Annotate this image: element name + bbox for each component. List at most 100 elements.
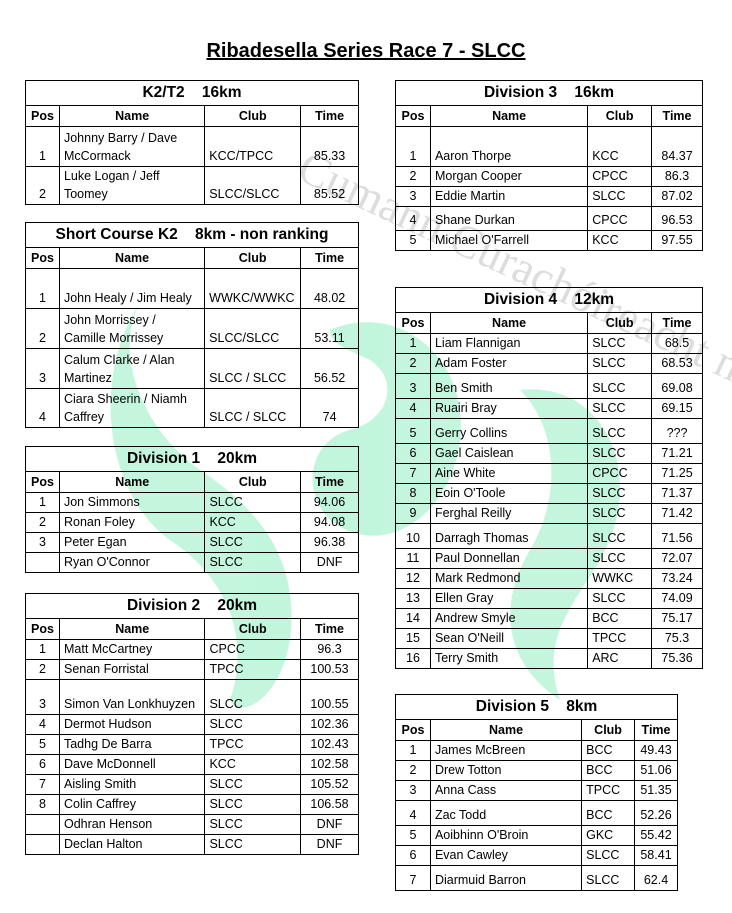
table-row: 2 Luke Logan / Jeff Toomey SLCC/SLCC 85.52 xyxy=(25,166,359,205)
cell-pos: 2 xyxy=(395,353,431,374)
table-row: 2 Morgan Cooper CPCC 86.3 xyxy=(395,166,703,187)
cell-club: SLCC xyxy=(204,834,302,855)
cell-club: SLCC xyxy=(204,714,302,735)
cell-club: GKC xyxy=(581,825,636,846)
table-row: 3 Peter Egan SLCC 96.38 xyxy=(25,532,359,553)
table-title: Division 1 20km xyxy=(25,446,359,472)
cell-time: 102.58 xyxy=(300,754,359,775)
cell-club: BCC xyxy=(587,608,653,629)
cell-name: Peter Egan xyxy=(58,532,206,553)
cell-name: Morgan Cooper xyxy=(429,166,589,187)
cell-club: SLCC xyxy=(204,552,302,573)
column-header-club: Club xyxy=(587,105,653,127)
cell-pos: 2 xyxy=(25,308,60,349)
cell-time: 74.09 xyxy=(651,588,703,609)
table-row: 1 John Healy / Jim Healy WWKC/WWKC 48.02 xyxy=(25,268,359,309)
cell-time: 71.42 xyxy=(651,503,703,524)
cell-name: Tadhg De Barra xyxy=(58,734,206,755)
cell-time: 94.06 xyxy=(300,492,359,513)
column-header-name: Name xyxy=(58,618,206,640)
cell-time: 55.42 xyxy=(634,825,678,846)
cell-pos: 3 xyxy=(25,348,60,389)
column-header-time: Time xyxy=(300,105,359,127)
cell-name: Matt McCartney xyxy=(58,639,206,660)
cell-name: Senan Forristal xyxy=(58,659,206,680)
cell-pos: 10 xyxy=(395,523,431,549)
results-table-div3: Division 3 16km Pos Name Club Time 1 Aaron Tho… xyxy=(395,80,703,251)
column-header-pos: Pos xyxy=(25,247,60,269)
table-row: 2 Drew Totton BCC 51.06 xyxy=(395,760,678,781)
table-row: 1 Liam Flannigan SLCC 68.5 xyxy=(395,333,703,354)
column-header-pos: Pos xyxy=(25,618,60,640)
cell-pos: 14 xyxy=(395,608,431,629)
cell-pos: 6 xyxy=(395,443,431,464)
cell-pos: 2 xyxy=(395,760,431,781)
cell-pos: 1 xyxy=(25,639,60,660)
cell-time: 71.25 xyxy=(651,463,703,484)
table-row: 2 John Morrissey / Camille Morrissey SLCC/… xyxy=(25,308,359,349)
cell-time: 105.52 xyxy=(300,774,359,795)
column-header-club: Club xyxy=(581,719,636,741)
cell-name: Shane Durkan xyxy=(429,206,589,231)
cell-time: 75.36 xyxy=(651,648,703,669)
cell-pos: 5 xyxy=(395,418,431,444)
table-row: 8 Eoin O'Toole SLCC 71.37 xyxy=(395,483,703,504)
cell-name: Ruairi Bray xyxy=(429,398,589,419)
cell-time: 100.53 xyxy=(300,659,359,680)
column-header-club: Club xyxy=(204,471,302,493)
cell-pos: 16 xyxy=(395,648,431,669)
table-row: 1 Matt McCartney CPCC 96.3 xyxy=(25,639,359,660)
cell-name: Andrew Smyle xyxy=(429,608,589,629)
column-header-time: Time xyxy=(651,105,703,127)
table-title: Division 2 20km xyxy=(25,593,359,619)
table-row: 6 Dave McDonnell KCC 102.58 xyxy=(25,754,359,775)
cell-name: Odhran Henson xyxy=(58,814,206,835)
column-header-time: Time xyxy=(634,719,678,741)
cell-club: CPCC xyxy=(204,639,302,660)
cell-name: Aaron Thorpe xyxy=(429,126,589,167)
table-row: 1 Johnny Barry / Dave McCormack KCC/TPCC 85… xyxy=(25,126,359,167)
table-title: Division 5 8km xyxy=(395,694,678,720)
cell-club: SLCC xyxy=(587,503,653,524)
cell-club: WWKC/WWKC xyxy=(204,268,302,309)
results-table-div4: Division 4 12km Pos Name Club Time 1 Liam Flan… xyxy=(395,287,703,669)
cell-time: 62.4 xyxy=(634,865,678,891)
column-header-time: Time xyxy=(300,618,359,640)
column-header-name: Name xyxy=(58,471,206,493)
cell-pos: 15 xyxy=(395,628,431,649)
cell-pos: 4 xyxy=(395,800,431,826)
cell-time: DNF xyxy=(300,834,359,855)
cell-time: 71.56 xyxy=(651,523,703,549)
cell-time: 106.58 xyxy=(300,794,359,815)
cell-pos: 4 xyxy=(25,714,60,735)
cell-pos: 5 xyxy=(395,825,431,846)
table-row: 16 Terry Smith ARC 75.36 xyxy=(395,648,703,669)
cell-time: 97.55 xyxy=(651,230,703,251)
cell-name: Dave McDonnell xyxy=(58,754,206,775)
cell-name: Evan Cawley xyxy=(429,845,583,866)
cell-time: 84.37 xyxy=(651,126,703,167)
table-row: 5 Tadhg De Barra TPCC 102.43 xyxy=(25,734,359,755)
table-row: 14 Andrew Smyle BCC 75.17 xyxy=(395,608,703,629)
cell-time: 71.37 xyxy=(651,483,703,504)
table-row: 3 Calum Clarke / Alan Martinez SLCC / SLCC… xyxy=(25,348,359,389)
cell-club: SLCC xyxy=(581,845,636,866)
column-header-pos: Pos xyxy=(395,719,431,741)
cell-club: SLCC/SLCC xyxy=(204,166,302,205)
column-header-time: Time xyxy=(300,471,359,493)
cell-name: Mark Redmond xyxy=(429,568,589,589)
cell-time: 87.02 xyxy=(651,186,703,207)
cell-pos: 2 xyxy=(25,166,60,205)
column-header-name: Name xyxy=(429,312,589,334)
cell-pos: 3 xyxy=(25,532,60,553)
cell-pos: 3 xyxy=(395,186,431,207)
cell-club: SLCC xyxy=(587,548,653,569)
cell-name: Ronan Foley xyxy=(58,512,206,533)
table-row: 4 Ciara Sheerin / Niamh Caffrey SLCC / SLC… xyxy=(25,388,359,428)
cell-club: SLCC xyxy=(204,492,302,513)
cell-pos: 6 xyxy=(395,845,431,866)
cell-name: Adam Foster xyxy=(429,353,589,374)
cell-name: Ryan O'Connor xyxy=(58,552,206,573)
column-header-name: Name xyxy=(429,719,583,741)
cell-time: 53.11 xyxy=(300,308,359,349)
